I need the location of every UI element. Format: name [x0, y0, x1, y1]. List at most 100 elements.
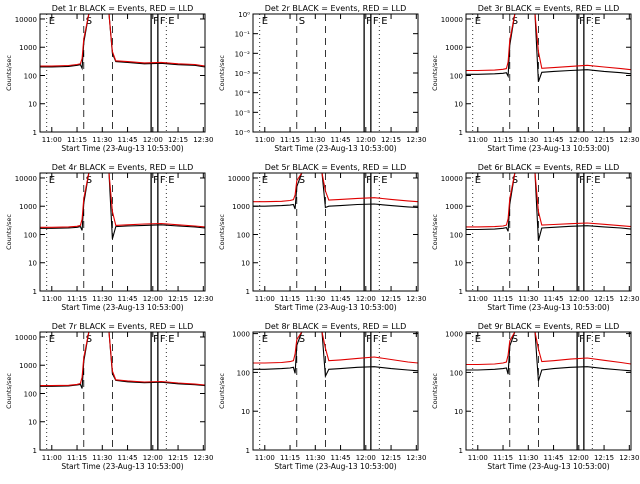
- marker-label: F: [160, 175, 166, 186]
- y-tick-label: 1: [459, 447, 463, 455]
- marker-label: E: [168, 334, 174, 345]
- x-tick-label: 11:15: [280, 454, 300, 462]
- marker-label: E: [381, 16, 387, 27]
- y-tick-label: 1000: [445, 331, 463, 339]
- marker-label: E: [594, 334, 600, 345]
- marker-label: E: [262, 334, 268, 345]
- y-tick-label: 10: [241, 260, 250, 268]
- series-line-events: [466, 332, 631, 382]
- plot-frame: [465, 172, 632, 292]
- x-tick-label: 11:00: [468, 295, 488, 303]
- x-tick-label: 12:00: [143, 295, 163, 303]
- marker-label: E: [168, 16, 174, 27]
- x-tick-label: 11:45: [543, 454, 563, 462]
- plot-title: Det 2r BLACK = Events, RED = LLD: [265, 4, 407, 13]
- x-tick-label: 11:30: [92, 454, 112, 462]
- x-tick-label: 12:15: [168, 454, 188, 462]
- plot-frame: [465, 13, 632, 133]
- marker-label: S: [86, 16, 92, 27]
- series-line-lld: [466, 173, 631, 228]
- x-tick-label: 12:30: [406, 295, 426, 303]
- x-tick-label: 12:15: [168, 136, 188, 144]
- marker-label: S: [86, 175, 92, 186]
- x-tick-label: 11:30: [305, 136, 325, 144]
- x-tick-label: 11:00: [255, 454, 275, 462]
- x-tick-label: 11:15: [493, 136, 513, 144]
- marker-label: F: [160, 16, 166, 27]
- x-tick-label: 11:00: [255, 295, 275, 303]
- series-group: [40, 332, 205, 389]
- x-tick-label: 11:15: [493, 295, 513, 303]
- x-tick-label: 11:00: [42, 454, 62, 462]
- y-axis-label: Counts/sec: [218, 55, 226, 91]
- x-tick-label: 11:15: [67, 454, 87, 462]
- series-group: [40, 173, 205, 240]
- x-tick-label: 11:45: [543, 295, 563, 303]
- plot-title: Det 3r BLACK = Events, RED = LLD: [478, 4, 620, 13]
- x-tick-label: 12:30: [193, 136, 213, 144]
- y-tick-label: 10: [28, 101, 37, 109]
- x-tick-label: 11:45: [117, 454, 137, 462]
- series-line-events: [253, 332, 418, 379]
- series-line-events: [40, 173, 205, 240]
- marker-label: S: [512, 175, 518, 186]
- x-tick-label: 12:30: [619, 295, 639, 303]
- marker-label: E: [262, 175, 268, 186]
- y-tick-label: 100: [237, 231, 250, 239]
- y-tick-label: 100: [450, 369, 463, 377]
- x-tick-label: 12:30: [193, 295, 213, 303]
- x-tick-label: 12:15: [168, 295, 188, 303]
- y-tick-label: 10⁻⁵: [235, 109, 251, 117]
- y-tick-label: 10000: [441, 16, 463, 24]
- marker-label: E: [381, 175, 387, 186]
- marker-label: E: [49, 175, 55, 186]
- y-axis-label: Counts/sec: [5, 55, 13, 91]
- y-tick-label: 10000: [15, 175, 37, 183]
- x-tick-label: 12:00: [569, 295, 589, 303]
- series-line-events: [466, 14, 631, 82]
- x-tick-label: 11:45: [330, 136, 350, 144]
- x-tick-label: 12:30: [406, 136, 426, 144]
- y-tick-label: 1000: [445, 203, 463, 211]
- marker-label: F: [366, 16, 372, 27]
- x-tick-label: 12:15: [381, 136, 401, 144]
- y-tick-label: 1: [33, 129, 37, 137]
- marker-label: E: [475, 16, 481, 27]
- series-group: [253, 332, 418, 379]
- marker-label: S: [512, 334, 518, 345]
- plot-frame: [252, 13, 419, 133]
- y-axis-label: Counts/sec: [431, 373, 439, 409]
- y-tick-label: 10000: [15, 16, 37, 24]
- x-tick-label: 12:15: [594, 136, 614, 144]
- y-tick-label: 1: [33, 288, 37, 296]
- y-tick-label: 1: [33, 447, 37, 455]
- marker-label: F: [153, 334, 159, 345]
- series-line-lld: [466, 14, 631, 72]
- y-tick-label: 100: [237, 369, 250, 377]
- y-axis-label: Counts/sec: [5, 214, 13, 250]
- marker-label: E: [594, 175, 600, 186]
- y-tick-label: 10⁻³: [235, 70, 251, 78]
- y-axis-label: Counts/sec: [5, 373, 13, 409]
- y-axis-label: Counts/sec: [431, 55, 439, 91]
- y-tick-label: 1: [246, 288, 250, 296]
- marker-label: S: [86, 334, 92, 345]
- x-tick-label: 11:30: [518, 454, 538, 462]
- x-tick-label: 11:15: [67, 295, 87, 303]
- x-tick-label: 12:30: [619, 454, 639, 462]
- y-tick-label: 10: [454, 408, 463, 416]
- plot-title: Det 7r BLACK = Events, RED = LLD: [52, 322, 194, 331]
- series-line-lld: [253, 173, 418, 203]
- plot-frame: [252, 172, 419, 292]
- y-tick-label: 1000: [19, 203, 37, 211]
- y-axis-label: Counts/sec: [218, 214, 226, 250]
- plot-title: Det 1r BLACK = Events, RED = LLD: [52, 4, 194, 13]
- x-tick-label: 11:45: [330, 295, 350, 303]
